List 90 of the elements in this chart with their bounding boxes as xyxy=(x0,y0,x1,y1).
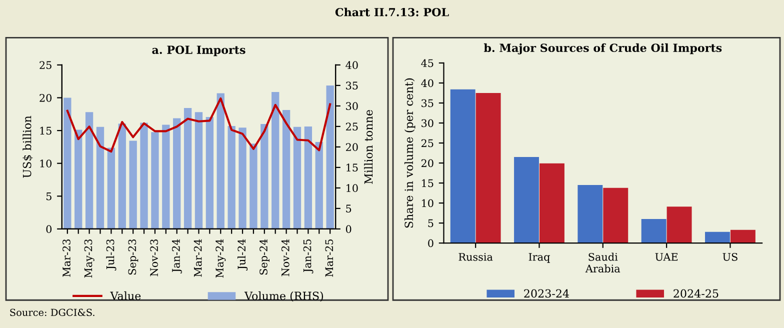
x-tick-label: Jan-25 xyxy=(303,239,314,274)
bar xyxy=(304,126,312,229)
bar xyxy=(194,112,203,229)
y-tick-label: 15 xyxy=(40,126,52,135)
x-tick-label: Sep-23 xyxy=(128,239,138,275)
y2-tick-label: 30 xyxy=(346,102,358,110)
x-tick-label: Jul-23 xyxy=(106,239,116,271)
bar xyxy=(238,128,246,229)
x-tick-label: Iraq xyxy=(528,253,550,263)
line-series xyxy=(66,97,332,153)
y-tick-label: 10 xyxy=(422,199,434,208)
y-axis-title: Share in volume (per cent) xyxy=(404,78,416,228)
x-tick-label: Mar-25 xyxy=(325,239,334,277)
text: Chart II.7.13: POL xyxy=(335,8,449,16)
x-tick-label: Nov-23 xyxy=(150,239,158,276)
y-tick-label: 15 xyxy=(422,179,434,188)
x-tick-label: Saudi Arabia xyxy=(585,252,620,272)
y-tick-label: 25 xyxy=(421,139,434,148)
y-tick-label: 0 xyxy=(46,225,52,234)
y2-tick-label: 10 xyxy=(346,184,358,192)
y2-tick-label: 0 xyxy=(346,225,352,234)
y2-tick-label: 35 xyxy=(346,82,358,90)
bar xyxy=(173,118,181,229)
y-tick-label: 20 xyxy=(421,159,434,168)
bar xyxy=(85,112,94,229)
bar xyxy=(730,230,756,244)
x-tick-label: Nov-24 xyxy=(281,239,290,276)
y-tick-label: 0 xyxy=(428,239,434,248)
y-axis-title: US$ billion xyxy=(22,116,33,178)
bar xyxy=(326,85,334,229)
y-tick-label: 10 xyxy=(40,160,52,168)
x-tick-label: Mar-23 xyxy=(62,239,70,277)
y-tick-label: 5 xyxy=(46,192,52,200)
bar xyxy=(184,108,192,229)
bar xyxy=(260,124,268,229)
bar xyxy=(272,92,280,229)
bar xyxy=(107,148,116,229)
legend-label: 2023-24 xyxy=(524,289,569,298)
bar xyxy=(250,144,258,229)
legend-label: 2024-25 xyxy=(674,289,718,298)
y-tick-label: 35 xyxy=(422,99,434,108)
y-tick-label: 30 xyxy=(422,119,434,128)
bar xyxy=(578,185,603,244)
bar xyxy=(216,93,224,229)
y-tick-label: 20 xyxy=(40,94,52,102)
bar xyxy=(74,130,82,229)
bar xyxy=(539,163,564,244)
y2-tick-label: 5 xyxy=(346,204,352,213)
x-tick-label: May-23 xyxy=(84,239,94,278)
y2-axis-title: Million tonne xyxy=(364,110,373,184)
bar xyxy=(96,126,104,229)
bar xyxy=(641,219,666,244)
bar xyxy=(293,126,302,229)
y2-tick-label: 40 xyxy=(346,61,358,70)
y-tick-label: 40 xyxy=(421,79,434,88)
x-tick-label: Mar-24 xyxy=(194,239,202,277)
bar xyxy=(140,122,148,229)
bar xyxy=(162,124,170,229)
bar xyxy=(129,140,137,229)
x-tick-label: US xyxy=(722,252,738,261)
legend-label: Volume (RHS) xyxy=(244,291,324,302)
legend-label: Value xyxy=(110,291,141,300)
x-tick-label: May-24 xyxy=(216,239,226,278)
bar xyxy=(666,206,692,244)
bar xyxy=(476,92,501,244)
y-tick-label: 25 xyxy=(40,61,52,70)
chart-title: b. Major Sources of Crude Oil Imports xyxy=(484,43,722,54)
x-tick-label: Russia xyxy=(458,253,493,261)
y-tick-label: 45 xyxy=(421,59,434,68)
bar xyxy=(315,142,323,229)
bar xyxy=(450,89,476,244)
bar xyxy=(64,98,72,229)
bar xyxy=(228,126,236,229)
y2-tick-label: 15 xyxy=(346,164,358,172)
y2-tick-label: 25 xyxy=(346,122,358,131)
x-tick-label: Jan-24 xyxy=(172,239,182,274)
x-tick-label: UAE xyxy=(655,253,678,261)
bar xyxy=(514,157,539,244)
chart-title: a. POL Imports xyxy=(152,46,246,56)
bar xyxy=(151,132,159,229)
y2-tick-label: 20 xyxy=(346,143,358,152)
bar xyxy=(118,124,126,229)
y-tick-label: 5 xyxy=(428,219,434,228)
bar xyxy=(206,117,214,229)
bar xyxy=(603,188,628,244)
bar xyxy=(705,232,730,244)
x-tick-label: Jul-24 xyxy=(237,239,248,271)
x-tick-label: Sep-24 xyxy=(260,239,270,275)
source-note: Source: DGCI&S. xyxy=(10,308,94,316)
bar xyxy=(282,110,290,229)
